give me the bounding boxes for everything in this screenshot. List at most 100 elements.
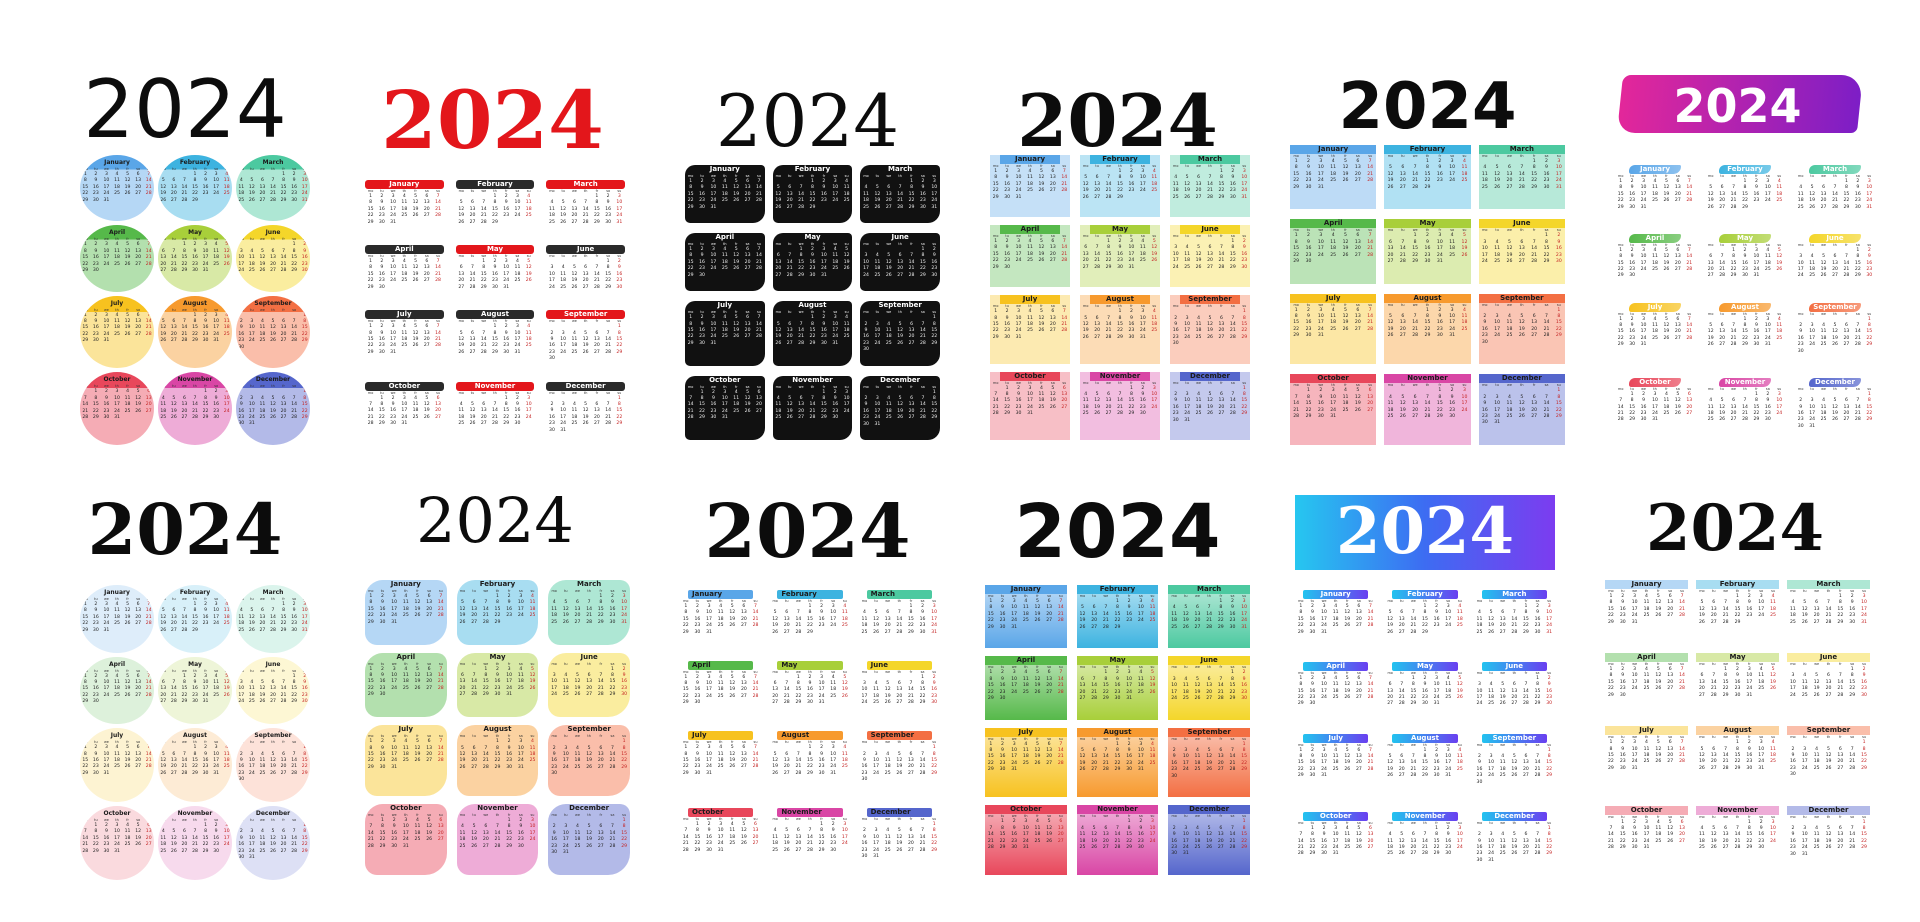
day-cell: 12 (1034, 605, 1041, 611)
month-july: July mo tu we th fr sa su 1 2 3 4 5 6 7 8 9 10 11 12 13 14 15 1… (1615, 302, 1695, 370)
day-cell: 30 (609, 619, 616, 625)
day-cell: 13 (426, 745, 433, 751)
weekday-label: we (181, 237, 187, 242)
day-cell: 19 (426, 830, 433, 836)
day-cell: 8 (921, 680, 925, 686)
day-cell: 25 (1461, 326, 1468, 332)
day-cell: 29 (1293, 333, 1300, 339)
day-cell: 12 (1776, 254, 1783, 260)
weekday-label: we (181, 167, 187, 171)
day-cell: 5 (1356, 388, 1360, 394)
weekday-label: tu (380, 254, 384, 259)
weekday-label: we (1412, 302, 1418, 307)
day-cell: 1 (1754, 391, 1758, 397)
day-cell: 11 (1707, 404, 1714, 410)
day-cell: 2 (1438, 307, 1442, 313)
weekday-label: tu (1306, 154, 1311, 158)
month-name: March (888, 165, 913, 173)
weekday-label: we (711, 384, 716, 389)
day-cell: 25 (259, 338, 266, 344)
day-cell: 26 (1184, 194, 1191, 200)
weekday-label: su (753, 817, 758, 822)
day-cell: 3 (1777, 391, 1781, 397)
weekday-label: mo (367, 319, 374, 324)
day-cell: 7 (1619, 398, 1623, 404)
day-cell: 6 (425, 324, 429, 330)
day-cell: 5 (785, 828, 789, 834)
day-cell: 28 (908, 700, 914, 706)
weekday-label: su (530, 734, 535, 739)
day-cell: 26 (124, 191, 131, 197)
day-cell: 6 (773, 680, 777, 686)
day-cell: 5 (1036, 670, 1039, 676)
day-cell: 23 (379, 613, 386, 619)
day-cell: 12 (582, 336, 589, 342)
month-name: August (183, 299, 207, 307)
weekday-label: we (1196, 380, 1201, 385)
day-cell: 23 (1797, 342, 1804, 348)
day-cell: 18 (1707, 411, 1714, 417)
weekday-label: tu (561, 390, 565, 395)
weekday-label: th (587, 813, 591, 818)
day-cell: 29 (1305, 413, 1312, 419)
weekday-label: th (1653, 311, 1657, 316)
day-cell: 4 (214, 673, 218, 679)
day-cell: 22 (82, 764, 89, 770)
day-cell: 18 (861, 623, 868, 629)
day-cell: 11 (574, 830, 581, 836)
day-cell: 16 (202, 184, 209, 190)
day-cell: 26 (582, 421, 589, 427)
day-cell: 7 (611, 824, 614, 830)
weekday-label: th (404, 589, 408, 593)
weekday-label: fr (820, 740, 823, 745)
weekday-header: mo tu we th fr sa su (365, 254, 444, 259)
day-cell: 28 (752, 693, 759, 699)
day-cell: 2 (1174, 391, 1178, 397)
day-cell: 26 (1719, 417, 1726, 423)
day-cell: 20 (885, 198, 892, 204)
day-cell: 24 (1011, 618, 1018, 624)
day-cell: 11 (114, 679, 120, 685)
day-cell: 22 (291, 692, 298, 698)
day-grid: 1 2 3 4 5 6 7 8 9 10 11 12 13 14 15 16 17 18 19 20 21 22 23 24 2… (773, 247, 853, 279)
weekday-label: we (706, 817, 712, 822)
day-grid: 1 2 3 4 5 6 7 8 9 10 11 12 13 14 15 16 17 18 19 20 21 22 23 24 2… (457, 739, 539, 771)
day-cell: 23 (514, 414, 521, 420)
day-cell: 9 (1141, 391, 1145, 397)
day-cell: 16 (807, 687, 813, 693)
day-cell: 9 (862, 834, 866, 840)
weekday-label: fr (1130, 164, 1133, 168)
day-cell: 31 (560, 427, 567, 433)
day-cell: 29 (181, 699, 188, 705)
day-cell: 23 (830, 841, 837, 847)
day-cell: 24 (223, 408, 230, 414)
day-cell: 21 (593, 278, 600, 284)
day-cell: 23 (379, 758, 386, 764)
day-cell: 27 (783, 770, 790, 776)
weekday-label: we (390, 254, 396, 259)
day-cell: 13 (744, 185, 751, 191)
day-cell: 2 (1856, 179, 1860, 184)
day-cell: 18 (1022, 611, 1029, 617)
day-cell: 3 (527, 395, 531, 401)
day-cell: 20 (586, 685, 593, 691)
day-cell: 19 (223, 255, 230, 261)
day-cell: 13 (170, 325, 177, 331)
day-grid: 1 2 3 4 5 6 7 8 9 10 11 12 13 14 15 16 17 18 19 20 21 22 23 24 2… (1170, 309, 1250, 347)
weekday-label: su (1242, 594, 1247, 598)
day-cell: 3 (225, 823, 229, 829)
month-november: November mo tu we th fr sa su 1 2 3 4 5 6 7 8 9 10 11 12 13 1… (456, 804, 539, 875)
day-cell: 1 (932, 315, 936, 321)
weekday-label: sa (610, 589, 615, 593)
day-cell: 8 (369, 672, 373, 678)
month-name: October (103, 376, 131, 384)
day-cell: 25 (885, 340, 892, 346)
day-cell: 9 (239, 325, 243, 331)
day-cell: 25 (517, 685, 524, 691)
day-cell: 23 (301, 692, 308, 698)
month-september: September mo tu we th fr sa su 1 2 3 4 5 6 7 8 9 10 11 12 13… (548, 725, 630, 797)
day-cell: 11 (529, 600, 536, 606)
day-cell: 30 (379, 619, 386, 625)
day-cell: 28 (687, 415, 694, 421)
day-cell: 15 (621, 751, 628, 757)
